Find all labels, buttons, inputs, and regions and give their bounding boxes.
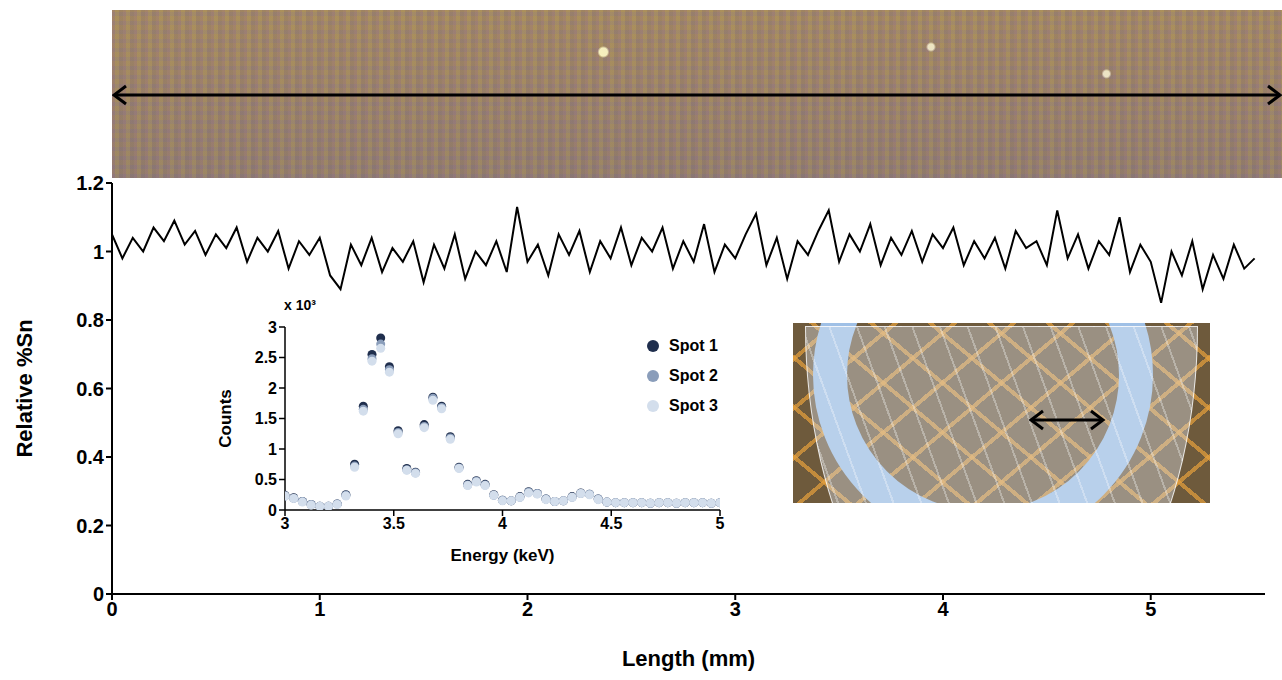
- svg-text:2: 2: [522, 598, 533, 620]
- svg-text:2: 2: [268, 380, 277, 397]
- svg-text:1: 1: [268, 441, 277, 458]
- svg-text:0.6: 0.6: [76, 378, 104, 400]
- svg-text:5: 5: [716, 515, 725, 532]
- svg-text:2.5: 2.5: [255, 349, 277, 366]
- html-text:Spot 3: Spot 3: [669, 397, 718, 414]
- svg-text:3: 3: [730, 598, 741, 620]
- svg-text:0.4: 0.4: [76, 446, 105, 468]
- html-text:x 10³: x 10³: [284, 297, 316, 313]
- svg-text:Energy (keV): Energy (keV): [451, 546, 555, 565]
- svg-text:1: 1: [314, 598, 325, 620]
- svg-text:0.5: 0.5: [255, 471, 277, 488]
- svg-text:3: 3: [281, 515, 290, 532]
- svg-text:4: 4: [498, 515, 507, 532]
- svg-text:4.5: 4.5: [600, 515, 622, 532]
- svg-text:1: 1: [93, 241, 104, 263]
- svg-text:0: 0: [93, 583, 104, 605]
- html-text:Spot 1: Spot 1: [669, 337, 718, 354]
- svg-text:5: 5: [1145, 598, 1156, 620]
- svg-text:0.2: 0.2: [76, 515, 104, 537]
- svg-text:3: 3: [268, 319, 277, 336]
- svg-text:1.5: 1.5: [255, 410, 277, 427]
- svg-text:0: 0: [268, 502, 277, 519]
- svg-text:4: 4: [937, 598, 949, 620]
- svg-text:Length (mm): Length (mm): [622, 646, 755, 671]
- svg-text:Relative %Sn: Relative %Sn: [12, 319, 37, 457]
- svg-text:0: 0: [106, 598, 117, 620]
- svg-text:0.8: 0.8: [76, 309, 104, 331]
- html-text:Spot 2: Spot 2: [669, 367, 718, 384]
- svg-text:Counts: Counts: [216, 389, 235, 448]
- svg-text:1.2: 1.2: [76, 172, 104, 194]
- svg-text:3.5: 3.5: [383, 515, 405, 532]
